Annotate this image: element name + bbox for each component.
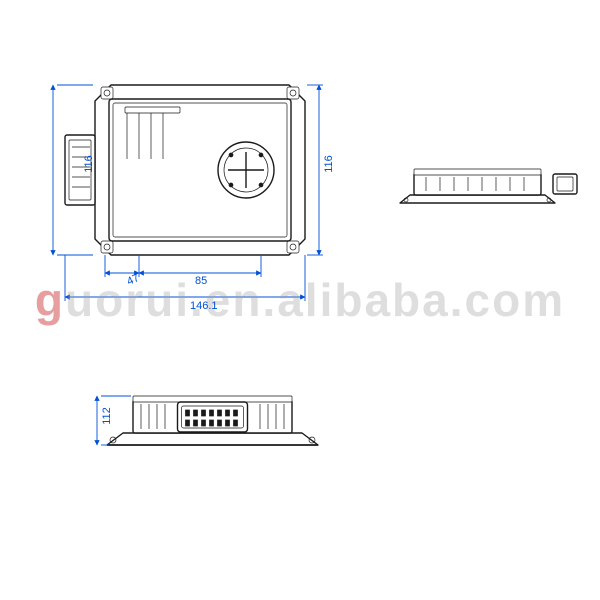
- drawing-canvas: [0, 0, 600, 600]
- dim-top-height-right: 116: [323, 155, 335, 173]
- side-view: [400, 169, 577, 203]
- dim-top-height-left: 116: [83, 155, 95, 173]
- dim-front-height: 112: [101, 407, 113, 425]
- dim-top-overall-w: 146.1: [190, 300, 218, 312]
- front-view: [107, 396, 318, 445]
- dim-top-inner-w: 85: [195, 275, 207, 287]
- top-view: [65, 85, 305, 255]
